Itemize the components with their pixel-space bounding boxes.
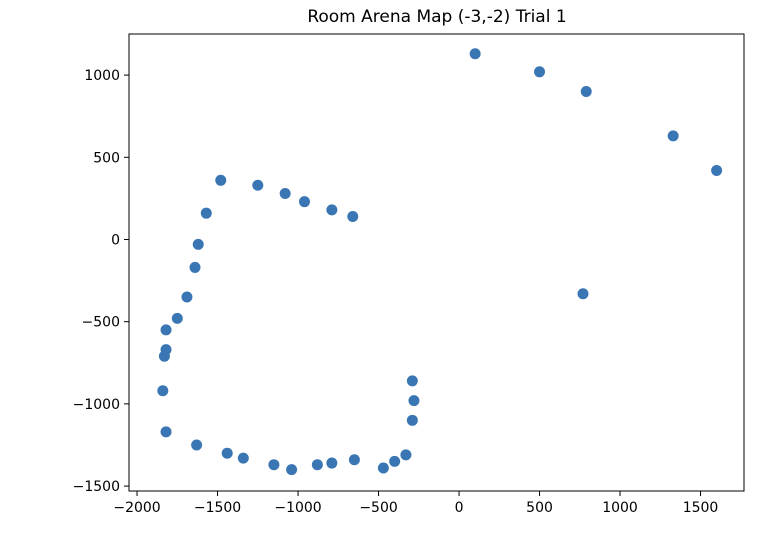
data-point <box>580 86 592 98</box>
data-point <box>160 426 172 438</box>
x-tick-label: 1000 <box>602 500 638 516</box>
x-axis-ticks: −2000 −1500 −1000 −500 0 500 1000 1500 <box>113 491 718 516</box>
data-point <box>298 196 310 208</box>
data-point <box>160 324 172 336</box>
data-point <box>469 48 481 60</box>
data-point <box>252 179 264 191</box>
data-point <box>534 66 546 78</box>
data-point <box>200 207 212 219</box>
data-point <box>406 414 418 426</box>
data-point <box>171 312 183 324</box>
data-point <box>326 204 338 216</box>
data-point <box>711 164 723 176</box>
x-tick-label: 1500 <box>683 500 719 516</box>
y-axis-ticks: −1500 −1000 −500 0 500 1000 <box>73 68 129 495</box>
x-tick-label: −500 <box>359 500 397 516</box>
x-tick-label: −1000 <box>274 500 321 516</box>
data-point <box>311 459 323 471</box>
data-point <box>192 238 204 250</box>
data-point <box>326 457 338 469</box>
x-tick-label: 0 <box>455 500 464 516</box>
y-tick-label: −1000 <box>73 397 120 413</box>
data-point <box>408 395 420 407</box>
data-point <box>400 449 412 461</box>
y-tick-label: 1000 <box>84 68 120 84</box>
data-point <box>406 375 418 387</box>
data-point <box>189 261 201 273</box>
plot-area-frame <box>128 33 745 492</box>
data-point <box>158 350 170 362</box>
data-point <box>268 459 280 471</box>
x-tick-label: −1500 <box>194 500 241 516</box>
data-point <box>667 130 679 142</box>
data-point <box>389 455 401 467</box>
data-point <box>347 210 359 222</box>
chart-title: Room Arena Map (-3,-2) Trial 1 <box>307 7 566 27</box>
x-tick-label: −2000 <box>113 500 160 516</box>
data-point <box>181 291 193 303</box>
data-point <box>577 288 589 300</box>
data-point <box>377 462 389 474</box>
data-point <box>191 439 203 451</box>
data-point <box>221 447 233 459</box>
data-point <box>237 452 249 464</box>
y-tick-label: 0 <box>111 232 120 248</box>
data-point <box>279 187 291 199</box>
data-point <box>215 174 227 186</box>
x-tick-label: 500 <box>526 500 553 516</box>
data-point <box>157 385 169 397</box>
points-layer <box>157 48 723 476</box>
y-tick-label: −1500 <box>73 479 120 495</box>
data-point <box>286 464 298 476</box>
y-tick-label: −500 <box>82 315 120 331</box>
data-point <box>348 454 360 466</box>
y-tick-label: 500 <box>93 150 120 166</box>
